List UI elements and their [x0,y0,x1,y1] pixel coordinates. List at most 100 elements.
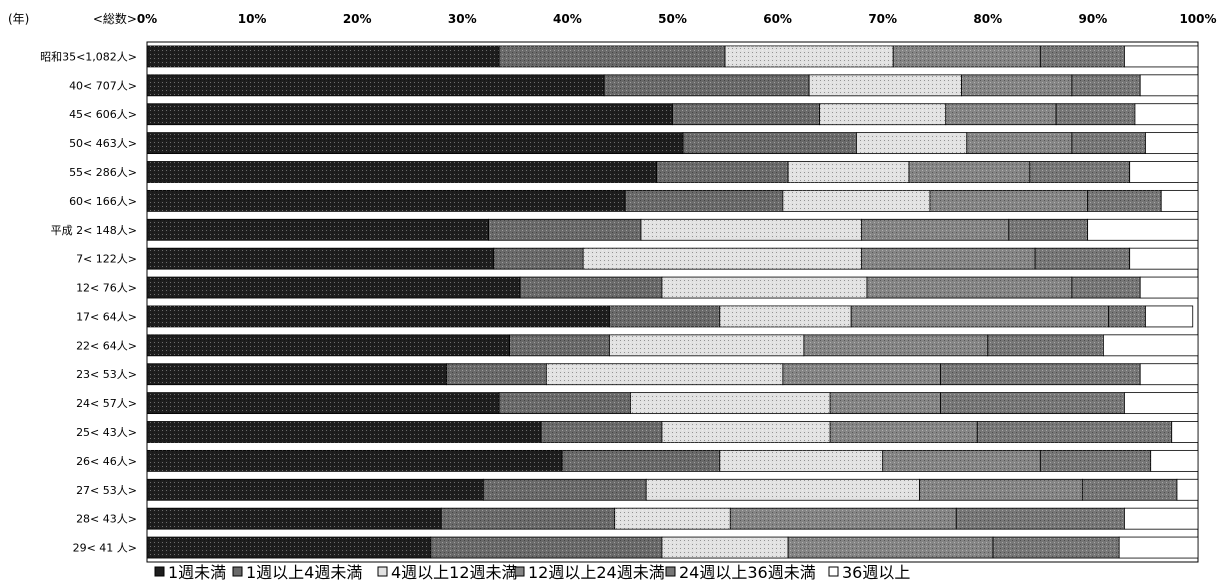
bar-texture [430,537,662,559]
legend-swatch [232,566,243,577]
bar-segment [1139,74,1199,97]
bar-texture [147,479,484,501]
bar-texture [147,45,500,67]
bar-segment [1139,276,1199,299]
x-tick-label: 40% [553,12,582,26]
bar-texture [147,74,605,96]
bar-texture [509,334,610,356]
bar-texture [940,363,1141,385]
bar-segment [1134,103,1199,126]
bar-texture [1056,103,1135,125]
x-tick-label: 90% [1079,12,1108,26]
bar-texture [830,392,941,414]
legend-swatch [665,566,676,577]
category-label: 29< 41 人> [73,542,137,555]
bar-texture [961,74,1072,96]
bar-texture [493,248,584,270]
x-tick-label: 60% [763,12,792,26]
category-label: 17< 64人> [76,310,137,323]
category-label: 12< 76人> [76,282,137,295]
bar-texture [147,363,447,385]
legend-swatch [514,566,525,577]
bar-texture [656,161,789,183]
bar-texture [147,508,442,530]
category-labels: 昭和35<1,082人> 40< 707人> 45< 606人> 50< 463人> 5… [40,50,137,554]
bar-texture [956,508,1125,530]
bar-texture [966,132,1072,154]
category-label: 25< 43人> [76,426,137,439]
bar-texture [147,305,610,327]
category-label: 45< 606人> [69,108,137,121]
bar-texture [1071,277,1141,299]
bar-texture [147,190,626,212]
bar-texture [788,161,909,183]
category-label: 24< 57人> [76,397,137,410]
category-label: 26< 46人> [76,455,137,468]
bar-texture [940,392,1125,414]
bar-texture [609,334,804,356]
legend-label: 12週以上24週未満 [528,563,665,582]
legend: 1週未満 1週以上4週未満 4週以上12週未満 12週以上24週未満 24週以上36週未… [154,563,910,582]
bar-texture [803,334,988,356]
bar-segment [1124,507,1199,530]
bar-texture [661,277,867,299]
bar-segment [1087,218,1199,241]
bar-segment [1176,478,1199,501]
bar-segment [1171,421,1199,443]
bar-texture [1071,132,1146,154]
category-label: 23< 53人> [76,368,137,381]
bar-segment [1150,449,1199,472]
bar-texture [562,450,720,472]
bar-segment [1118,536,1199,559]
header-year: (年) [8,12,29,26]
bar-texture [977,421,1172,443]
x-tick-label: 70% [868,12,897,26]
bar-segment [1145,305,1194,328]
bar-segment [1129,161,1199,183]
bar-texture [147,450,563,472]
x-tick-label: 10% [238,12,267,26]
bar-texture [1071,74,1141,96]
bar-texture [541,421,662,443]
bar-texture [1029,161,1130,183]
legend-label: 24週以上36週未満 [679,563,816,582]
bars [146,45,1199,559]
legend-swatch [828,566,839,577]
category-label: 60< 166人> [69,195,137,208]
bar-texture [683,132,857,154]
bar-texture [929,190,1088,212]
bar-texture [609,305,720,327]
bar-texture [919,479,1083,501]
category-label: 昭和35<1,082人> [40,50,137,63]
bar-texture [809,74,962,96]
bar-segment [1145,132,1199,155]
bar-texture [147,277,521,299]
bar-texture [725,45,894,67]
bar-texture [856,132,967,154]
category-label: 40< 707人> [69,79,137,92]
bar-texture [788,537,994,559]
bar-texture [499,392,631,414]
category-label: 27< 53人> [76,484,137,497]
bar-texture [993,537,1120,559]
bar-texture [782,190,930,212]
legend-label: 1週未満 [168,563,226,582]
bar-texture [672,103,820,125]
bar-texture [893,45,1041,67]
bar-texture [661,537,789,559]
bar-texture [441,508,615,530]
bar-texture [520,277,662,299]
bar-texture [646,479,920,501]
plot-border [146,41,1199,563]
category-label: 22< 64人> [76,339,137,352]
bar-texture [630,392,831,414]
bar-texture [830,421,978,443]
bar-texture [625,190,783,212]
plot-frame [146,41,1199,563]
legend-label: 4週以上12週未満 [391,563,518,582]
bar-texture [147,132,684,154]
x-tick-label: 0% [137,12,157,26]
bar-segment [1124,392,1199,415]
bar-texture [147,161,657,183]
